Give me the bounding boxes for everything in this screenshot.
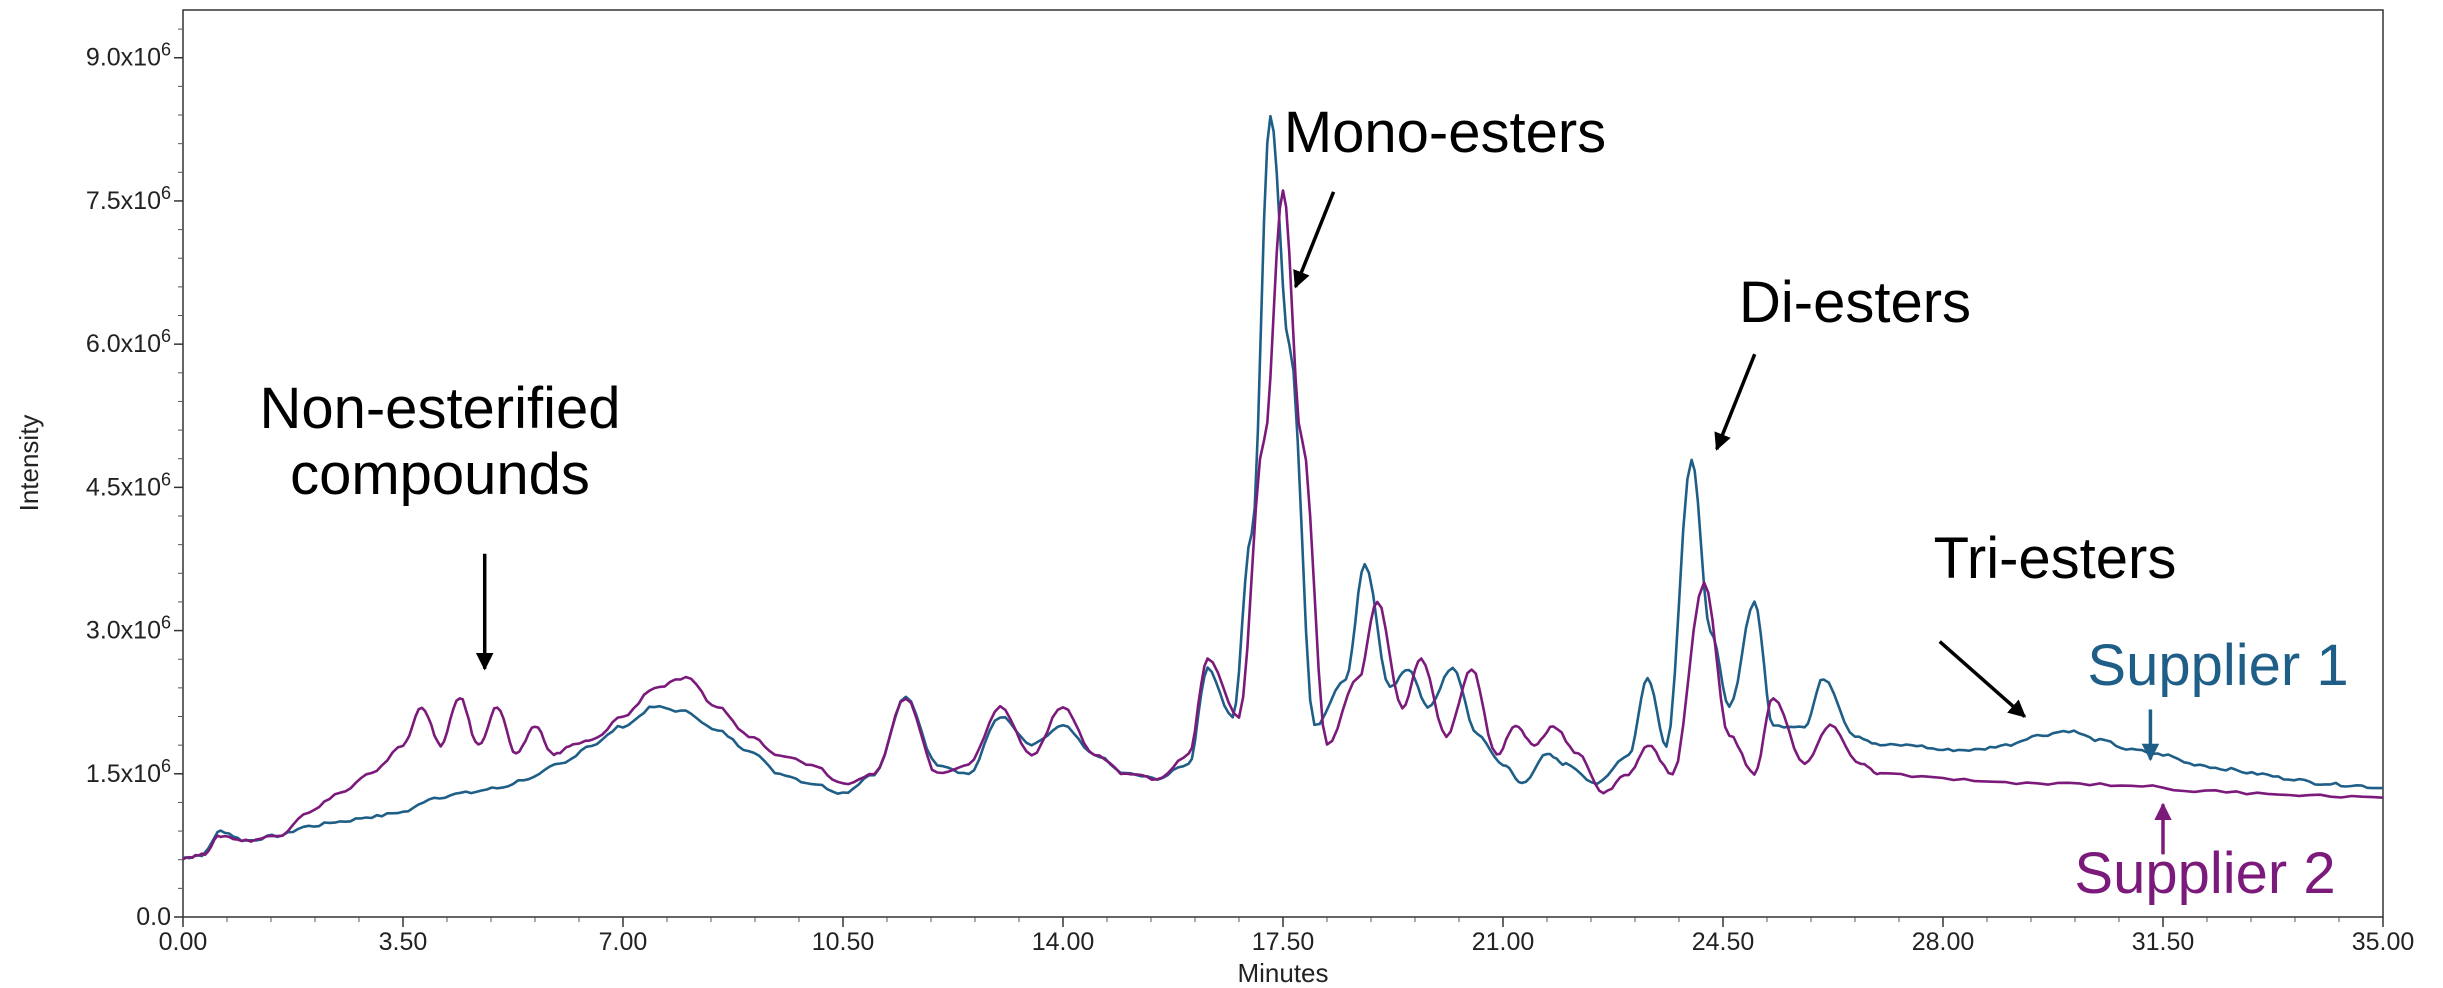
series-layer (182, 114, 2384, 861)
x-tick-label: 28.00 (1912, 928, 1975, 956)
annotation-label: Mono-esters (1284, 100, 1606, 165)
annotation-label: Di-esters (1739, 270, 1971, 335)
series-line-1 (182, 114, 2384, 860)
y-axis: 0.0 1.5x106 3.0x106 4.5x106 6.0x106 7.5x106 9.… (86, 28, 183, 931)
y-tick-label: 7.5x106 (86, 183, 171, 215)
x-tick-label: 24.50 (1692, 928, 1755, 956)
legend-label-1: Supplier 1 (2087, 633, 2348, 698)
y-tick-label: 0.0 (136, 903, 171, 931)
y-axis-title: Intensity (14, 415, 44, 512)
series-line-2 (182, 189, 2384, 861)
x-tick-label: 14.00 (1032, 928, 1095, 956)
x-axis-title: Minutes (1237, 958, 1328, 988)
y-tick-label: 9.0x106 (86, 40, 171, 72)
legend-label-2: Supplier 2 (2074, 841, 2335, 906)
y-tick-label: 4.5x106 (86, 469, 171, 501)
x-tick-label: 3.50 (379, 928, 428, 956)
y-tick-label: 1.5x106 (86, 756, 171, 788)
x-axis: 0.00 3.50 7.00 10.50 14.00 17.50 21.00 24.50 28.… (159, 917, 2415, 956)
annotation-arrow (1293, 191, 1336, 289)
x-tick-label: 0.00 (159, 928, 208, 956)
annotation-label: Tri-esters (1934, 526, 2177, 591)
x-tick-label: 7.00 (599, 928, 648, 956)
y-tick-label: 3.0x106 (86, 613, 171, 645)
x-tick-label: 17.50 (1252, 928, 1315, 956)
annotation-label: Non-esterified compounds (259, 376, 620, 507)
y-tick-label: 6.0x106 (86, 326, 171, 358)
x-tick-label: 10.50 (812, 928, 875, 956)
annotation-layer: Non-esterified compounds Mono-esters Di-est… (259, 100, 2177, 718)
x-tick-label: 35.00 (2352, 928, 2415, 956)
annotation-arrow (1714, 353, 1757, 451)
legend: Supplier 1 Supplier 2 (2074, 633, 2348, 906)
x-tick-label: 31.50 (2132, 928, 2195, 956)
x-tick-label: 21.00 (1472, 928, 1535, 956)
annotation-arrow (1938, 640, 2027, 718)
